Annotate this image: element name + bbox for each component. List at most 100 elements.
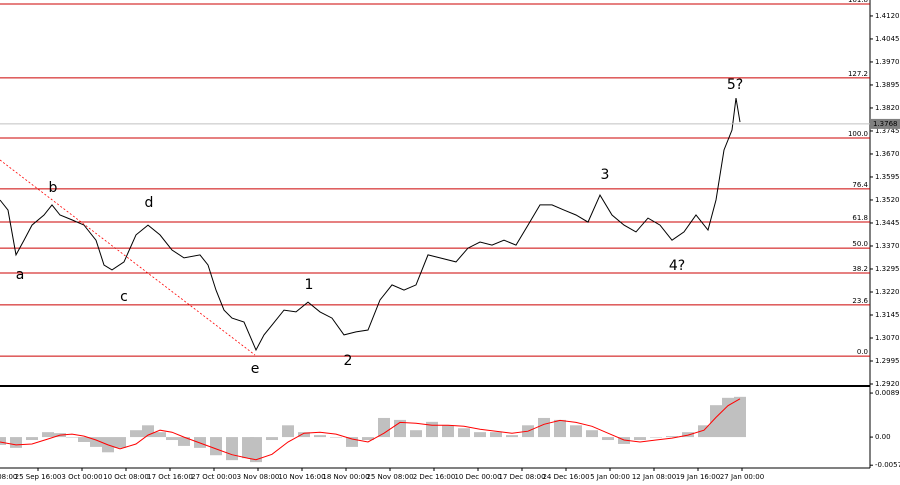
histogram-bar bbox=[538, 417, 550, 438]
x-tick-label: 24 Dec 16:00 bbox=[542, 473, 589, 481]
histogram-bar bbox=[130, 430, 142, 438]
wave-label: d bbox=[145, 195, 154, 211]
fib-label: 23.6 bbox=[852, 297, 868, 305]
wave-label: e bbox=[251, 361, 260, 377]
trend-line bbox=[0, 159, 256, 356]
histogram-bar bbox=[570, 425, 582, 438]
histogram-bar bbox=[314, 435, 326, 438]
histogram-bar bbox=[650, 437, 662, 438]
y-tick-label: -0.00573 bbox=[875, 461, 900, 469]
histogram-bar bbox=[90, 437, 102, 447]
histogram-bar bbox=[618, 437, 630, 444]
y-tick-label: 1.3820 bbox=[875, 104, 900, 112]
histogram-bar bbox=[346, 437, 358, 447]
histogram-bar bbox=[634, 437, 646, 441]
histogram-bar bbox=[330, 437, 342, 438]
y-tick-label: 1.3670 bbox=[875, 150, 900, 158]
wave-label: 3 bbox=[601, 167, 610, 183]
histogram-bar bbox=[722, 397, 734, 438]
wave-label: 1 bbox=[305, 277, 314, 293]
fib-label: 127.2 bbox=[848, 70, 868, 78]
histogram-bar bbox=[114, 437, 126, 448]
x-tick-label: 10 Dec 00:00 bbox=[454, 473, 501, 481]
x-tick-label: 3 Nov 08:00 bbox=[237, 473, 280, 481]
wave-label: b bbox=[49, 180, 58, 196]
histogram-bar bbox=[66, 437, 78, 438]
histogram-bar bbox=[734, 396, 746, 438]
histogram-bar bbox=[490, 432, 502, 438]
signal-line bbox=[0, 398, 741, 461]
histogram-bar bbox=[10, 437, 22, 448]
y-tick-label: 1.3595 bbox=[875, 173, 900, 181]
y-tick-label: 1.3295 bbox=[875, 265, 900, 273]
histogram-bar bbox=[178, 437, 190, 446]
x-tick-label: 17 Dec 08:00 bbox=[498, 473, 545, 481]
x-tick-label: 18 Sep 08:00 bbox=[0, 473, 17, 481]
histogram-bar bbox=[298, 432, 310, 438]
histogram-bar bbox=[586, 430, 598, 438]
y-tick-label: 1.2995 bbox=[875, 357, 900, 365]
histogram-bar bbox=[210, 437, 222, 456]
x-tick-label: 10 Oct 08:00 bbox=[103, 473, 149, 481]
histogram-bar bbox=[226, 437, 238, 461]
histogram-bar bbox=[362, 437, 374, 441]
histogram-bar bbox=[602, 437, 614, 441]
histogram-bar bbox=[42, 432, 54, 438]
fib-label: 50.0 bbox=[852, 240, 868, 248]
histogram-bar bbox=[442, 425, 454, 438]
fib-label: 61.8 bbox=[852, 214, 868, 222]
fib-label: 76.4 bbox=[852, 181, 868, 189]
fib-label: 38.2 bbox=[852, 265, 868, 273]
x-tick-label: 2 Dec 16:00 bbox=[413, 473, 456, 481]
histogram-bar bbox=[26, 437, 38, 441]
last-price-label: 1.3768 bbox=[873, 120, 898, 128]
y-tick-label: 1.3370 bbox=[875, 242, 900, 250]
wave-label: 4? bbox=[669, 258, 685, 274]
y-tick-label: 1.3970 bbox=[875, 58, 900, 66]
y-tick-label: 1.3895 bbox=[875, 81, 900, 89]
y-tick-label: 1.3145 bbox=[875, 311, 900, 319]
y-tick-label: 1.3070 bbox=[875, 334, 900, 342]
y-tick-label: 0.00897 bbox=[875, 389, 900, 397]
y-tick-label: 1.3520 bbox=[875, 196, 900, 204]
histogram-bar bbox=[474, 432, 486, 438]
x-tick-label: 5 Jan 00:00 bbox=[590, 473, 630, 481]
x-tick-label: 19 Jan 16:00 bbox=[676, 473, 720, 481]
x-tick-label: 18 Nov 00:00 bbox=[322, 473, 369, 481]
histogram-bar bbox=[426, 421, 438, 438]
histogram-bar bbox=[166, 437, 178, 441]
y-tick-label: 1.4120 bbox=[875, 12, 900, 20]
fib-label: 161.8 bbox=[848, 0, 868, 4]
x-tick-label: 27 Oct 00:00 bbox=[191, 473, 237, 481]
histogram-bar bbox=[710, 405, 722, 438]
histogram-bar bbox=[282, 425, 294, 438]
y-tick-label: 0.00 bbox=[875, 433, 891, 441]
x-tick-label: 27 Jan 00:00 bbox=[720, 473, 764, 481]
histogram-bar bbox=[698, 425, 710, 438]
wave-label: 2 bbox=[344, 353, 353, 369]
histogram-bar bbox=[666, 436, 678, 438]
x-tick-label: 3 Oct 00:00 bbox=[61, 473, 102, 481]
histogram-bar bbox=[0, 437, 6, 445]
x-tick-label: 10 Nov 16:00 bbox=[278, 473, 325, 481]
fib-label: 100.0 bbox=[848, 130, 868, 138]
histogram-bar bbox=[458, 428, 470, 438]
y-tick-label: 1.4045 bbox=[875, 35, 900, 43]
histogram-bar bbox=[266, 437, 278, 441]
y-tick-label: 1.2920 bbox=[875, 380, 900, 388]
x-tick-label: 17 Oct 16:00 bbox=[147, 473, 193, 481]
x-tick-label: 25 Sep 16:00 bbox=[15, 473, 62, 481]
histogram-bar bbox=[142, 425, 154, 438]
y-tick-label: 1.3445 bbox=[875, 219, 900, 227]
wave-label: 5? bbox=[727, 77, 743, 93]
wave-label: c bbox=[120, 289, 128, 305]
y-tick-label: 1.3745 bbox=[875, 127, 900, 135]
histogram-bar bbox=[78, 437, 90, 442]
histogram-bar bbox=[506, 435, 518, 438]
x-tick-label: 12 Jan 08:00 bbox=[632, 473, 676, 481]
y-tick-label: 1.3220 bbox=[875, 288, 900, 296]
wave-label: a bbox=[16, 267, 25, 283]
histogram-bar bbox=[250, 437, 262, 463]
